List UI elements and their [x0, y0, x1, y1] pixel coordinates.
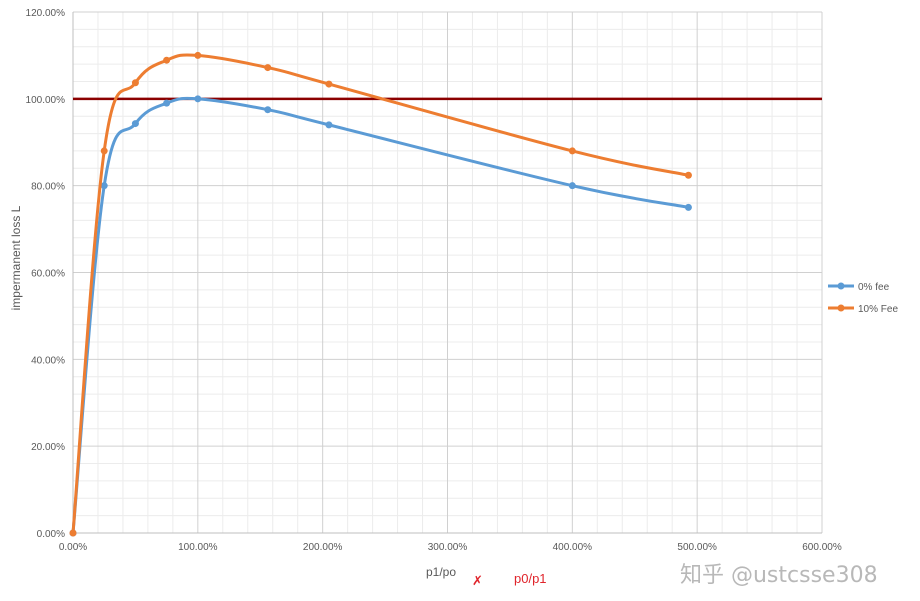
- data-point: [568, 147, 576, 155]
- legend-label: 0% fee: [858, 282, 890, 293]
- x-tick-label: 0.00%: [59, 542, 87, 553]
- legend-swatch-marker: [837, 304, 845, 312]
- legend: 0% fee 10% Fee: [828, 282, 898, 315]
- data-point: [163, 99, 171, 107]
- x-tick-label: 400.00%: [553, 542, 593, 553]
- series-0: [69, 95, 692, 537]
- y-tick-label: 80.00%: [31, 182, 65, 193]
- data-point: [100, 147, 108, 155]
- legend-swatch-marker: [837, 282, 845, 290]
- legend-label: 10% Fee: [858, 304, 898, 315]
- data-point: [69, 529, 77, 537]
- x-tick-label: 300.00%: [428, 542, 468, 553]
- data-point: [325, 80, 333, 88]
- watermark: 知乎 @ustcsse308: [680, 563, 878, 588]
- data-point: [194, 51, 202, 59]
- data-point: [684, 171, 692, 179]
- data-point: [131, 120, 139, 128]
- annotation: ✗ p0/p1: [472, 571, 547, 588]
- series-1: [69, 51, 692, 537]
- data-point: [264, 64, 272, 72]
- series-layer: [69, 51, 692, 537]
- data-point: [131, 79, 139, 87]
- y-axis-title: impermanent loss L: [9, 205, 23, 310]
- x-tick-label: 100.00%: [178, 542, 218, 553]
- y-tick-label: 60.00%: [31, 269, 65, 280]
- data-point: [194, 95, 202, 103]
- x-tick-labels: 0.00% 100.00% 200.00% 300.00% 400.00% 500.00%…: [59, 542, 842, 553]
- data-point: [325, 121, 333, 129]
- annotation-cross-mark: ✗: [472, 573, 483, 588]
- x-tick-label: 500.00%: [677, 542, 717, 553]
- data-point: [264, 106, 272, 114]
- data-point: [100, 182, 108, 190]
- data-point: [163, 56, 171, 64]
- data-point: [568, 182, 576, 190]
- data-point: [684, 203, 692, 211]
- x-axis-title: p1/po: [426, 565, 456, 579]
- y-tick-label: 100.00%: [26, 95, 66, 106]
- y-tick-label: 0.00%: [37, 529, 65, 540]
- x-tick-label: 200.00%: [303, 542, 343, 553]
- annotation-text: p0/p1: [514, 571, 547, 586]
- y-tick-label: 40.00%: [31, 355, 65, 366]
- y-tick-label: 20.00%: [31, 442, 65, 453]
- y-tick-labels: 0.00% 20.00% 40.00% 60.00% 80.00% 100.00% 120.…: [26, 8, 66, 540]
- x-tick-label: 600.00%: [802, 542, 842, 553]
- y-tick-label: 120.00%: [26, 8, 66, 19]
